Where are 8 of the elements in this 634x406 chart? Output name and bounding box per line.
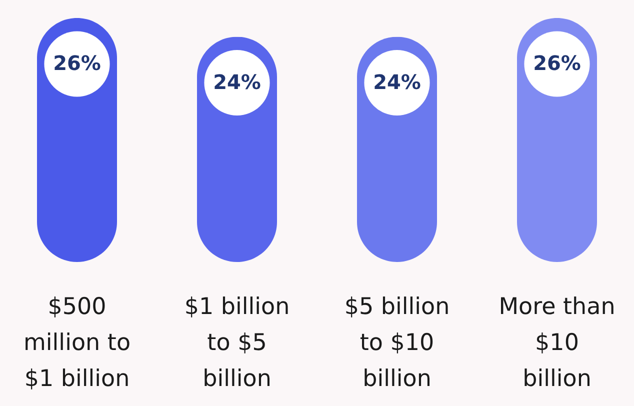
data-label: 24% [373, 70, 421, 94]
data-label: 26% [53, 51, 101, 75]
x-tick-label: $500 million to $1 billion [23, 294, 131, 392]
data-label: 24% [213, 70, 261, 94]
x-tick-label: $5 billion to $10 billion [344, 294, 450, 392]
data-label: 26% [533, 51, 581, 75]
x-tick-label: $1 billion to $5 billion [184, 294, 290, 392]
x-tick-label: More than $10 billion [498, 294, 616, 392]
